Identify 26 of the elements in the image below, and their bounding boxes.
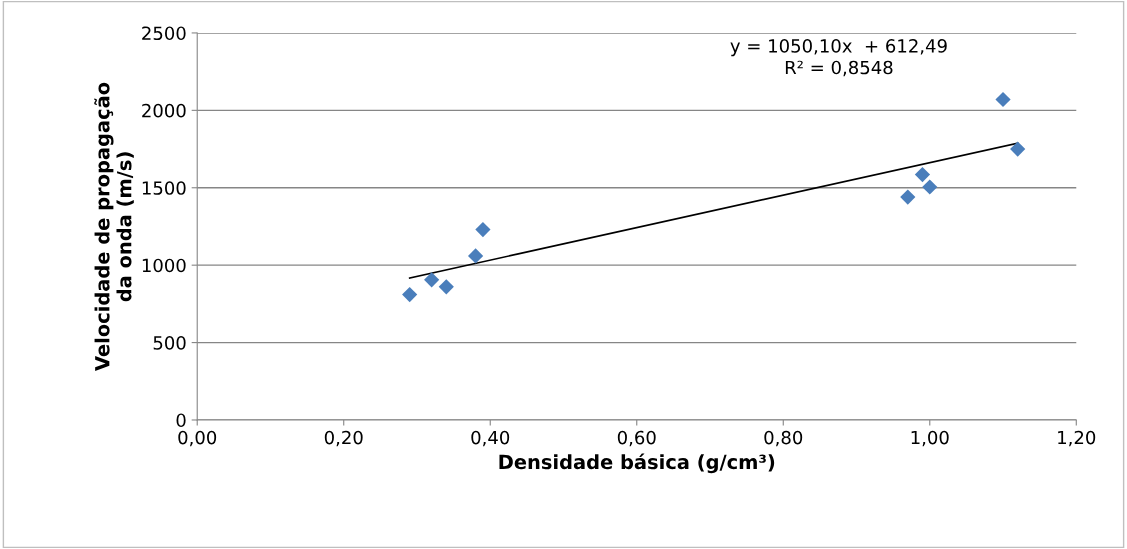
x-tick-label: 0,80 xyxy=(764,430,803,447)
y-axis-title: Velocidade de propagação da onda (m/s) xyxy=(94,82,134,371)
annotation: y = 1050,10x + 612,49 R² = 0,8548 xyxy=(730,39,947,77)
x-tick-label: 0,20 xyxy=(324,430,363,447)
y-tick-label: 0 xyxy=(176,413,186,428)
y-tick-label: 1500 xyxy=(142,181,186,195)
point xyxy=(424,272,440,288)
x-tick-label: 0,60 xyxy=(617,430,656,447)
y-tick-label: 1000 xyxy=(142,258,186,273)
point xyxy=(914,166,931,183)
x-tick-label: 1,00 xyxy=(911,430,949,447)
x-axis-title: Densidade básica (g/cm³) xyxy=(499,453,775,474)
x-tick-label: 1,20 xyxy=(1058,430,1096,447)
point xyxy=(402,286,418,303)
x-tick-label: 0,00 xyxy=(178,430,217,447)
point xyxy=(1010,141,1026,157)
y-tick-label: 2500 xyxy=(142,26,186,41)
y-tick-label: 500 xyxy=(153,336,186,350)
point xyxy=(922,179,938,195)
point xyxy=(900,189,916,205)
point xyxy=(995,91,1011,108)
y-tick-label: 2000 xyxy=(142,103,186,118)
point xyxy=(467,248,484,264)
point xyxy=(475,221,491,238)
x-tick-label: 0,40 xyxy=(471,430,510,447)
point xyxy=(438,279,454,295)
